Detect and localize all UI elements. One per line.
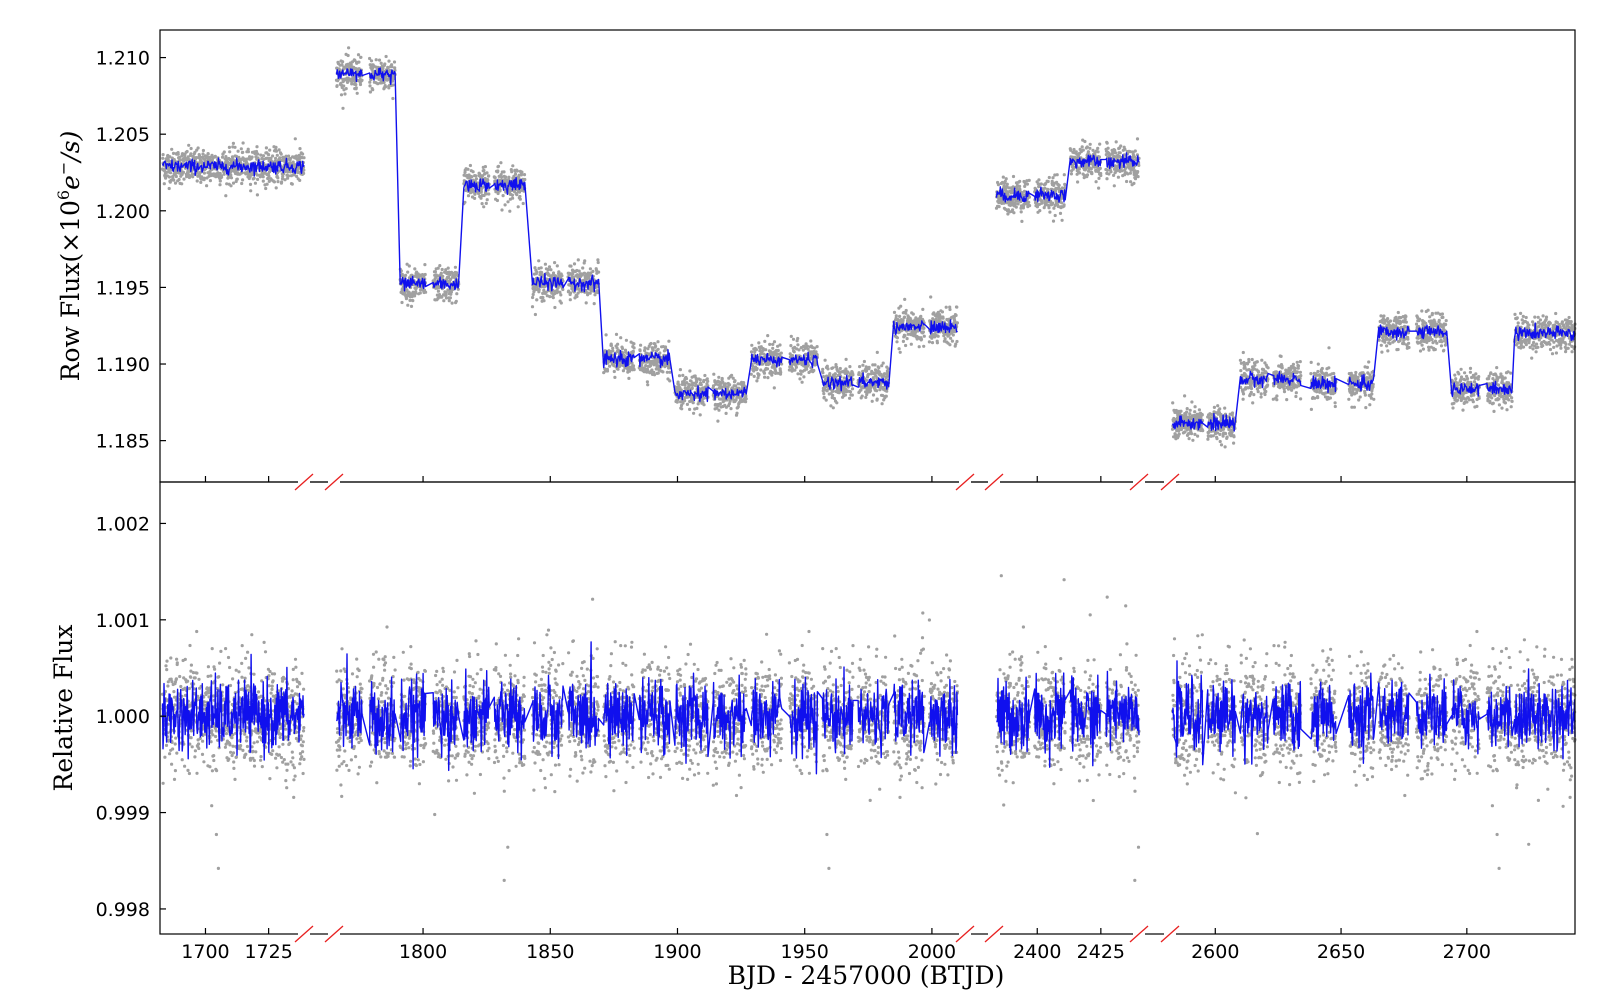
bottom-y-tick-label: 1.001 <box>96 610 150 632</box>
top-raw-points-segment <box>1309 346 1338 411</box>
x-tick-label: 2650 <box>1317 941 1365 963</box>
axis-break-slash <box>955 925 975 943</box>
bottom-y-tick-label: 0.998 <box>96 899 150 921</box>
bottom-raw-points-segment <box>160 629 306 870</box>
axis-break-slash <box>1129 925 1149 943</box>
top-y-tick-label: 1.200 <box>96 201 150 223</box>
bottom-raw-points-segment <box>1485 647 1514 870</box>
top-raw-flux-points <box>160 46 1577 449</box>
x-tick-label: 1850 <box>526 941 574 963</box>
x-tick-label: 2700 <box>1443 941 1491 963</box>
top-y-tick-label: 1.195 <box>96 277 150 299</box>
axis-break-slash <box>324 925 344 943</box>
bottom-y-tick-label: 1.002 <box>96 513 150 535</box>
top-raw-points-segment <box>637 339 672 387</box>
bottom-raw-points-segment <box>820 644 855 870</box>
top-raw-points-segment <box>711 372 748 423</box>
bottom-raw-points-segment <box>994 574 1032 807</box>
axis-break-slash <box>955 473 975 491</box>
x-tick-label: 1950 <box>781 941 829 963</box>
axis-break-slash <box>1129 473 1149 491</box>
top-y-tick-label: 1.185 <box>96 431 150 453</box>
axis-break-slash <box>984 473 1004 491</box>
bottom-y-tick-label: 0.999 <box>96 803 150 825</box>
axis-break-slash <box>1160 925 1180 943</box>
axis-break-slash <box>1160 473 1180 491</box>
x-tick-label: 2600 <box>1191 941 1239 963</box>
top-raw-points-segment <box>1170 394 1205 442</box>
bottom-raw-points-segment <box>492 637 527 882</box>
x-tick-label: 1700 <box>181 941 229 963</box>
top-binned-series-line <box>161 67 1576 432</box>
x-tick-label: 1725 <box>244 941 292 963</box>
top-y-axis-label: Row Flux(×106e−/s) <box>54 131 85 382</box>
bottom-binned-series-line <box>161 641 1576 775</box>
top-panel-frame <box>159 29 1576 483</box>
bottom-y-tick-label: 1.000 <box>96 706 150 728</box>
x-tick-label: 1800 <box>399 941 447 963</box>
x-tick-label: 2000 <box>908 941 956 963</box>
top-y-tick-label: 1.205 <box>96 124 150 146</box>
bottom-y-axis-label: Relative Flux <box>49 625 78 792</box>
axis-break-slash <box>294 473 314 491</box>
axis-break-marks <box>294 473 1180 943</box>
axis-break-slash <box>984 925 1004 943</box>
axis-break-slash <box>294 925 314 943</box>
top-y-tick-label: 1.210 <box>96 48 150 70</box>
bottom-raw-points-segment <box>1513 638 1577 846</box>
bottom-binned-flux-line <box>161 641 1576 775</box>
top-raw-points-segment <box>927 295 960 348</box>
bottom-panel-frame <box>159 481 1576 935</box>
axis-break-slash <box>324 473 344 491</box>
x-tick-label: 2425 <box>1077 941 1125 963</box>
axis-ticks: 1.185 1.190 1.195 1.200 1.205 1.210 0.998 0.999… <box>96 48 1491 963</box>
x-axis-label: BJD - 2457000 (BTJD) <box>728 961 1005 990</box>
top-raw-points-segment <box>492 161 527 213</box>
x-tick-label: 2400 <box>1013 941 1061 963</box>
top-y-tick-label: 1.190 <box>96 354 150 376</box>
top-binned-flux-line <box>161 67 1576 432</box>
x-tick-label: 1900 <box>653 941 701 963</box>
